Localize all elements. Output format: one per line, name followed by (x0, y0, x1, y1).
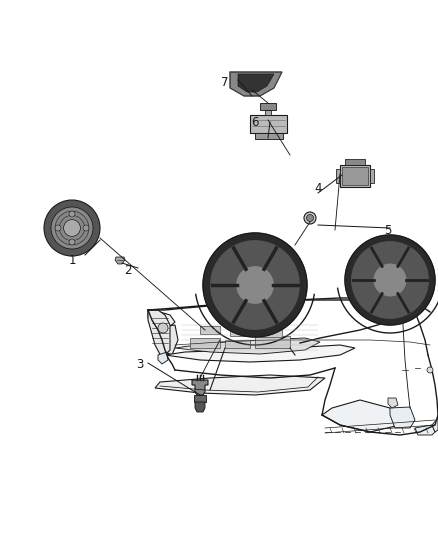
Polygon shape (192, 380, 208, 395)
Polygon shape (115, 257, 125, 264)
Text: 2: 2 (124, 263, 132, 277)
Polygon shape (158, 352, 168, 364)
Polygon shape (230, 328, 248, 336)
Polygon shape (225, 340, 250, 348)
Polygon shape (190, 338, 220, 348)
Circle shape (51, 207, 93, 249)
Polygon shape (148, 310, 175, 328)
Text: 5: 5 (384, 223, 392, 237)
Text: 7: 7 (221, 76, 229, 88)
Circle shape (307, 214, 314, 222)
Polygon shape (340, 165, 370, 187)
Polygon shape (165, 345, 355, 362)
Polygon shape (342, 167, 368, 185)
Polygon shape (345, 159, 365, 165)
Polygon shape (415, 425, 435, 435)
Polygon shape (265, 110, 271, 115)
Polygon shape (370, 169, 374, 183)
Circle shape (352, 242, 428, 318)
Circle shape (203, 233, 307, 337)
Polygon shape (155, 325, 178, 355)
Polygon shape (432, 418, 438, 432)
Polygon shape (388, 398, 398, 408)
Circle shape (237, 267, 273, 303)
Circle shape (158, 323, 168, 333)
Polygon shape (255, 336, 290, 348)
Circle shape (69, 211, 75, 217)
Circle shape (427, 367, 433, 373)
Polygon shape (195, 402, 205, 412)
Text: 4: 4 (314, 182, 322, 195)
Circle shape (211, 241, 299, 329)
Circle shape (304, 212, 316, 224)
Text: 3: 3 (136, 359, 144, 372)
Circle shape (374, 264, 406, 296)
Polygon shape (322, 400, 400, 432)
Text: 6: 6 (251, 116, 259, 128)
Text: 1: 1 (68, 254, 76, 266)
Polygon shape (200, 326, 220, 334)
Polygon shape (255, 133, 283, 139)
Polygon shape (194, 395, 206, 402)
Circle shape (345, 235, 435, 325)
Polygon shape (155, 375, 325, 395)
Circle shape (69, 239, 75, 245)
Polygon shape (250, 115, 287, 133)
Circle shape (83, 225, 89, 231)
Polygon shape (230, 72, 282, 96)
Polygon shape (390, 407, 415, 428)
Circle shape (64, 220, 81, 237)
Polygon shape (260, 103, 276, 110)
Circle shape (44, 200, 100, 256)
Polygon shape (336, 169, 340, 183)
Circle shape (55, 225, 61, 231)
Polygon shape (260, 328, 282, 337)
Polygon shape (175, 338, 320, 354)
Polygon shape (148, 310, 170, 358)
Polygon shape (238, 74, 274, 92)
